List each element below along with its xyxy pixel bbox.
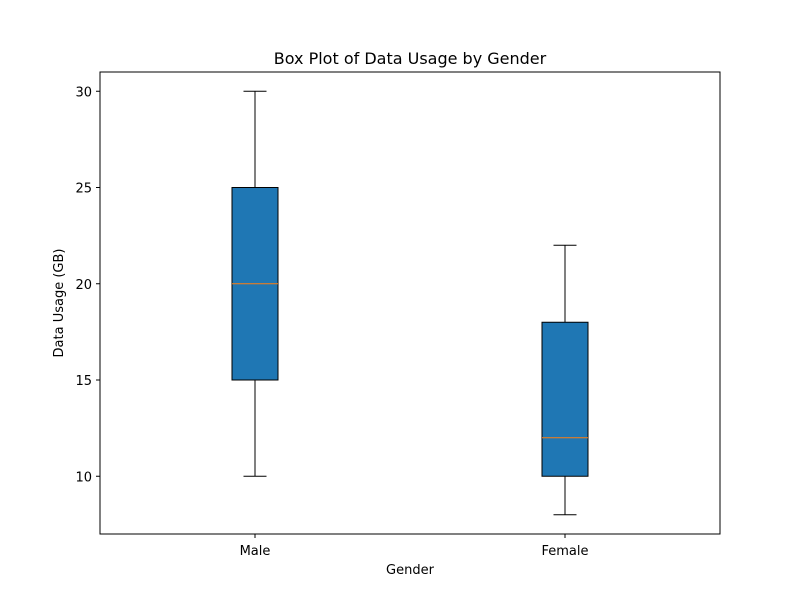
iqr-box xyxy=(541,321,589,477)
y-tick-label: 10 xyxy=(75,470,92,485)
y-tick-label: 30 xyxy=(75,85,92,100)
x-tick-label: Male xyxy=(240,544,271,559)
x-tick-label: Female xyxy=(541,544,588,559)
chart-title: Box Plot of Data Usage by Gender xyxy=(274,49,547,68)
x-axis-label: Gender xyxy=(386,563,435,578)
box-series xyxy=(231,90,589,516)
plot-area-frame xyxy=(99,71,721,535)
y-axis-label: Data Usage (GB) xyxy=(52,249,67,358)
y-tick-label: 25 xyxy=(75,182,92,197)
y-tick-label: 20 xyxy=(75,278,92,293)
box-male xyxy=(231,90,279,477)
y-tick-label: 15 xyxy=(75,374,92,389)
y-axis: 10 15 20 25 30 xyxy=(75,85,100,485)
box-female xyxy=(541,244,589,516)
x-axis: Male Female xyxy=(240,534,589,559)
